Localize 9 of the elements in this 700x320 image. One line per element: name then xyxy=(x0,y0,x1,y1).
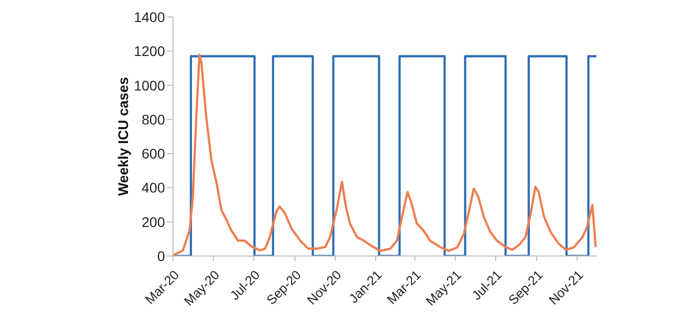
y-tick-label: 200 xyxy=(142,214,166,230)
y-tick-label: 400 xyxy=(142,180,166,196)
y-tick-label: 0 xyxy=(157,248,166,264)
y-tick-label: 600 xyxy=(142,146,166,162)
y-tick-label: 800 xyxy=(142,111,166,128)
y-axis-title: Weekly ICU cases xyxy=(114,76,131,196)
y-tick-label: 1000 xyxy=(134,77,166,94)
y-tick-label: 1200 xyxy=(134,43,166,60)
y-tick-label: 1400 xyxy=(134,8,166,25)
